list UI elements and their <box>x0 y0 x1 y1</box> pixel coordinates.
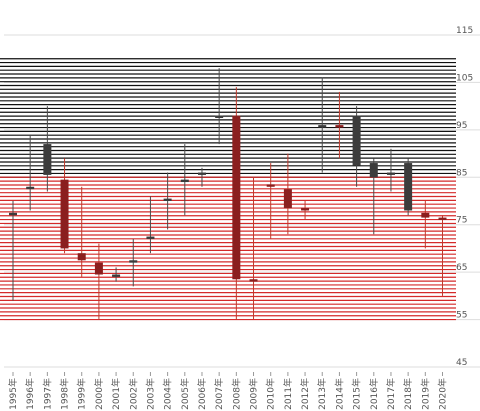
x-tick-label-2016年: 2016年 <box>368 378 380 410</box>
x-tick-label-2007年: 2007年 <box>213 378 225 410</box>
candle-body-2005年 <box>180 179 189 183</box>
candle-body-2001年 <box>112 274 121 277</box>
x-tick-label-1995年: 1995年 <box>7 378 19 410</box>
y-tick-label-45: 45 <box>456 358 467 368</box>
candle-body-2017年 <box>386 172 395 175</box>
x-tick-label-2017年: 2017年 <box>385 378 397 410</box>
x-tick-label-1999年: 1999年 <box>76 378 88 410</box>
x-tick-label-1998年: 1998年 <box>59 378 71 410</box>
x-tick-label-2012年: 2012年 <box>299 378 311 410</box>
x-tick-label-2003年: 2003年 <box>144 378 156 410</box>
candle-body-1995年 <box>9 212 17 216</box>
candle-body-2020年 <box>438 217 447 220</box>
y-tick-label-65: 65 <box>456 263 467 273</box>
x-tick-label-2014年: 2014年 <box>333 378 345 410</box>
y-tick-label-85: 85 <box>456 168 467 178</box>
candle-body-2014年 <box>335 125 344 128</box>
x-tick-label-2015年: 2015年 <box>351 378 363 410</box>
x-tick-label-2008年: 2008年 <box>230 378 242 410</box>
x-tick-label-1996年: 1996年 <box>24 378 36 410</box>
candle-body-2009年 <box>249 279 258 282</box>
y-tick-label-95: 95 <box>456 121 467 131</box>
candle-body-2000年 <box>94 262 103 275</box>
x-axis: 1995年 1996年 1997年 1998年 1999年 2000年 2001年 2002年… <box>7 372 449 410</box>
candle-body-2018年 <box>404 163 413 211</box>
y-tick-label-75: 75 <box>456 216 467 226</box>
candle-body-2010年 <box>266 184 275 187</box>
background-bands <box>0 58 456 321</box>
x-tick-label-2001年: 2001年 <box>110 378 122 410</box>
x-tick-label-2000年: 2000年 <box>93 378 105 410</box>
x-tick-label-2005年: 2005年 <box>179 378 191 410</box>
y-axis: 45 55 65 75 85 95 105 115 <box>456 26 473 368</box>
x-tick-label-2004年: 2004年 <box>162 378 174 410</box>
candle-body-1996年 <box>26 186 35 190</box>
y-tick-label-115: 115 <box>456 26 473 36</box>
x-tick-label-2006年: 2006年 <box>196 378 208 410</box>
candle-body-2006年 <box>197 172 206 175</box>
x-tick-label-2011年: 2011年 <box>282 378 294 410</box>
candle-body-2007年 <box>215 115 224 118</box>
candle-body-2019年 <box>421 212 430 218</box>
y-tick-label-105: 105 <box>456 73 473 83</box>
x-tick-label-2002年: 2002年 <box>127 378 139 410</box>
candle-body-2003年 <box>146 236 155 239</box>
candle-body-1997年 <box>43 144 52 175</box>
x-tick-label-2019年: 2019年 <box>419 378 431 410</box>
x-tick-label-2013年: 2013年 <box>316 378 328 410</box>
candle-body-2004年 <box>163 198 172 201</box>
x-tick-label-2018年: 2018年 <box>402 378 414 410</box>
x-tick-label-2010年: 2010年 <box>265 378 277 410</box>
x-tick-label-1997年: 1997年 <box>41 378 53 410</box>
candle-body-2011年 <box>283 189 292 209</box>
y-tick-label-55: 55 <box>456 311 467 321</box>
candle-body-2002年 <box>129 260 138 263</box>
candle-body-2016年 <box>369 163 378 178</box>
candle-body-2015年 <box>352 115 361 166</box>
candle-body-1999年 <box>77 253 86 261</box>
x-tick-label-2009年: 2009年 <box>248 378 260 410</box>
candle-body-1998年 <box>60 179 69 249</box>
x-tick-label-2020年: 2020年 <box>437 378 449 410</box>
candle-body-2008年 <box>232 115 241 280</box>
candle-body-2012年 <box>301 208 310 211</box>
candle-body-2013年 <box>318 125 327 128</box>
candlesticks <box>9 68 447 320</box>
